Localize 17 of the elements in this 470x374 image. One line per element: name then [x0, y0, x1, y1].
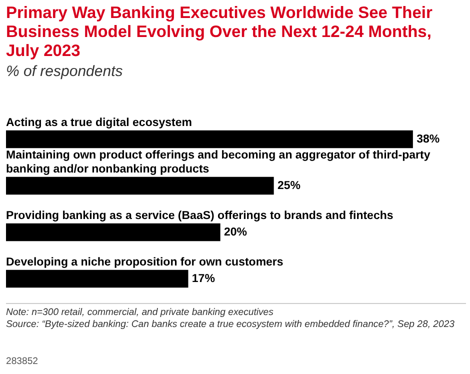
data-label: 17%	[192, 272, 215, 285]
chart-subtitle: % of respondents	[6, 63, 123, 80]
bar	[6, 223, 220, 242]
data-label: 20%	[224, 226, 248, 238]
y-tick-label: Developing a niche proposition for own customers	[6, 256, 284, 268]
data-label: 38%	[416, 133, 440, 146]
y-tick-label: Acting as a true digital ecosystem	[6, 116, 192, 129]
data-label: 25%	[278, 180, 301, 192]
chart-title: Primary Way Banking Executives Worldwide See Their Business Model Evolving Over the Next 12-24 Months, July 2023	[6, 4, 434, 61]
bar	[6, 270, 188, 288]
y-tick-label: Maintaining own product offerings and becoming an aggregator of third-party banking and/or nonbanking products	[6, 149, 431, 176]
text: Note: n=300 retail, commercial, and private banking executives	[6, 307, 274, 318]
text: 283852	[6, 356, 38, 367]
y-tick-label: Providing banking as a service (BaaS) offerings to brands and fintechs	[6, 210, 394, 222]
bar	[6, 176, 274, 195]
bar	[6, 130, 413, 148]
source-note: Source: “Byte-sized banking: Can banks create a true ecosystem with embedded finance?”, Sep 28, 2023	[6, 318, 456, 330]
